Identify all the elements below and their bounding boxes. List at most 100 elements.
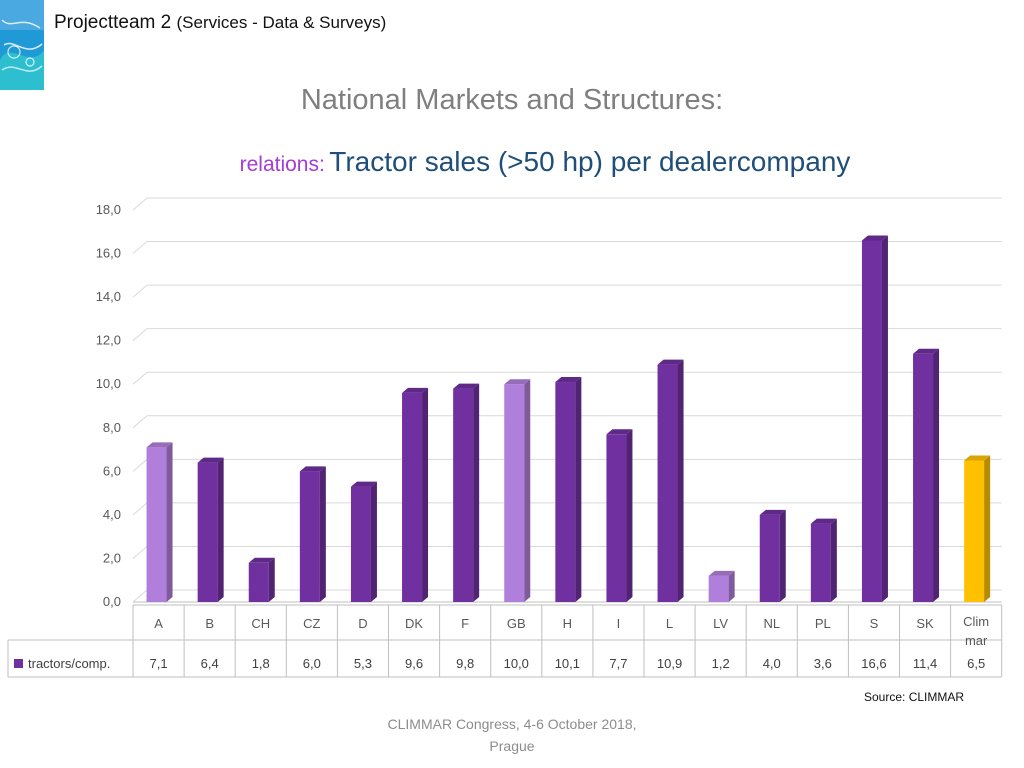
x-tick-label: D	[358, 616, 367, 631]
bar-side	[166, 442, 173, 602]
data-label: 1,2	[712, 656, 730, 671]
bar-top	[606, 429, 633, 435]
bar	[861, 240, 882, 602]
legend-series-name: tractors/comp.	[28, 656, 110, 671]
bar-side	[933, 348, 940, 602]
y-tick-label: 6,0	[103, 463, 121, 478]
bar	[248, 562, 269, 602]
bar	[350, 486, 371, 602]
bar-side	[575, 377, 582, 602]
bar-top	[810, 518, 837, 524]
bar-top	[759, 509, 786, 515]
data-label: 6,0	[303, 656, 321, 671]
x-tick-label: Clim mar	[963, 614, 989, 648]
y-tick-label: 4,0	[103, 507, 121, 522]
gridline-slant	[132, 415, 148, 429]
source-note: Source: CLIMMAR	[864, 690, 965, 704]
bar-top	[248, 557, 275, 563]
data-label: 4,0	[763, 656, 781, 671]
x-tick-label: CZ	[303, 616, 320, 631]
gridline-slant	[132, 589, 148, 603]
x-tick-label: H	[563, 616, 572, 631]
gridline-slant	[132, 371, 148, 385]
data-label: 3,6	[814, 656, 832, 671]
y-tick-label: 0,0	[103, 594, 121, 609]
x-tick-label: CH	[251, 616, 270, 631]
bar-top	[708, 570, 735, 576]
bar-top	[197, 457, 224, 463]
x-tick-label: I	[617, 616, 621, 631]
data-label: 16,6	[861, 656, 886, 671]
x-tick-label: DK	[405, 616, 423, 631]
header: Projectteam 2 (Services - Data & Surveys…	[54, 12, 386, 34]
gridline-slant	[132, 328, 148, 342]
data-label: 6,5	[967, 656, 985, 671]
gridline-slant	[132, 458, 148, 472]
bar-side	[881, 235, 888, 602]
bar-side	[626, 429, 633, 602]
data-label: 5,3	[354, 656, 372, 671]
bar-side	[217, 457, 224, 602]
bar-top	[964, 455, 991, 461]
bar-side	[473, 383, 480, 602]
y-tick-label: 8,0	[103, 420, 121, 435]
bar-side	[984, 455, 991, 602]
x-tick-label: L	[666, 616, 673, 631]
bar	[453, 388, 474, 602]
y-tick-label: 14,0	[96, 289, 121, 304]
y-tick-label: 12,0	[96, 333, 121, 348]
bar-side	[830, 518, 837, 602]
x-tick-label: NL	[763, 616, 780, 631]
y-tick-label: 16,0	[96, 246, 121, 261]
footer-line-2: Prague	[489, 738, 535, 754]
x-tick-label: SK	[916, 616, 934, 631]
header-title: Projectteam 2	[54, 12, 172, 33]
bar	[504, 384, 525, 602]
y-tick-label: 2,0	[103, 550, 121, 565]
data-label: 7,1	[150, 656, 168, 671]
bar-chart: 0,0 2,0 4,0 6,0 8,0 10,0 12,0 14,0 16,0 18,0 A B CH C…	[7, 197, 1003, 678]
bar	[913, 353, 934, 602]
bar	[657, 364, 678, 602]
x-tick-label: B	[205, 616, 214, 631]
bar-top	[555, 377, 582, 383]
bar-side	[779, 509, 786, 602]
bar-top	[913, 348, 940, 354]
bar	[964, 460, 985, 602]
data-label: 10,1	[555, 656, 580, 671]
bar-top	[861, 235, 888, 241]
bar-side	[728, 570, 735, 602]
x-tick-label: F	[461, 616, 469, 631]
bar-top	[504, 379, 531, 385]
bar-side	[524, 379, 531, 602]
projectteam-logo	[0, 0, 44, 90]
bar-top	[350, 481, 377, 487]
subtitle-lead: relations:	[239, 153, 325, 176]
bar-side	[370, 481, 377, 602]
bar	[810, 523, 831, 602]
bar-side	[422, 387, 429, 602]
bar-top	[402, 387, 429, 393]
x-tick-label: S	[870, 616, 879, 631]
gridline-slant	[132, 284, 148, 298]
bar-side	[319, 466, 326, 602]
bar-side	[677, 359, 684, 602]
legend-swatch	[14, 659, 23, 668]
slide-title: National Markets and Structures:	[300, 84, 724, 116]
x-tick-label: PL	[815, 616, 831, 631]
bar	[146, 447, 167, 602]
data-label: 9,8	[456, 656, 474, 671]
bar	[402, 392, 423, 602]
gridline-slant	[132, 502, 148, 516]
data-label: 7,7	[609, 656, 627, 671]
footer: CLIMMAR Congress, 4-6 October 2018, Prag…	[362, 713, 662, 757]
data-label: 6,4	[201, 656, 219, 671]
data-label: 1,8	[252, 656, 270, 671]
data-label: 9,6	[405, 656, 423, 671]
bar-side	[268, 557, 275, 602]
bar	[555, 382, 576, 602]
x-tick-label: GB	[507, 616, 526, 631]
header-subtitle: (Services - Data & Surveys)	[176, 13, 387, 32]
data-label: 10,0	[504, 656, 529, 671]
data-label: 11,4	[913, 656, 937, 671]
